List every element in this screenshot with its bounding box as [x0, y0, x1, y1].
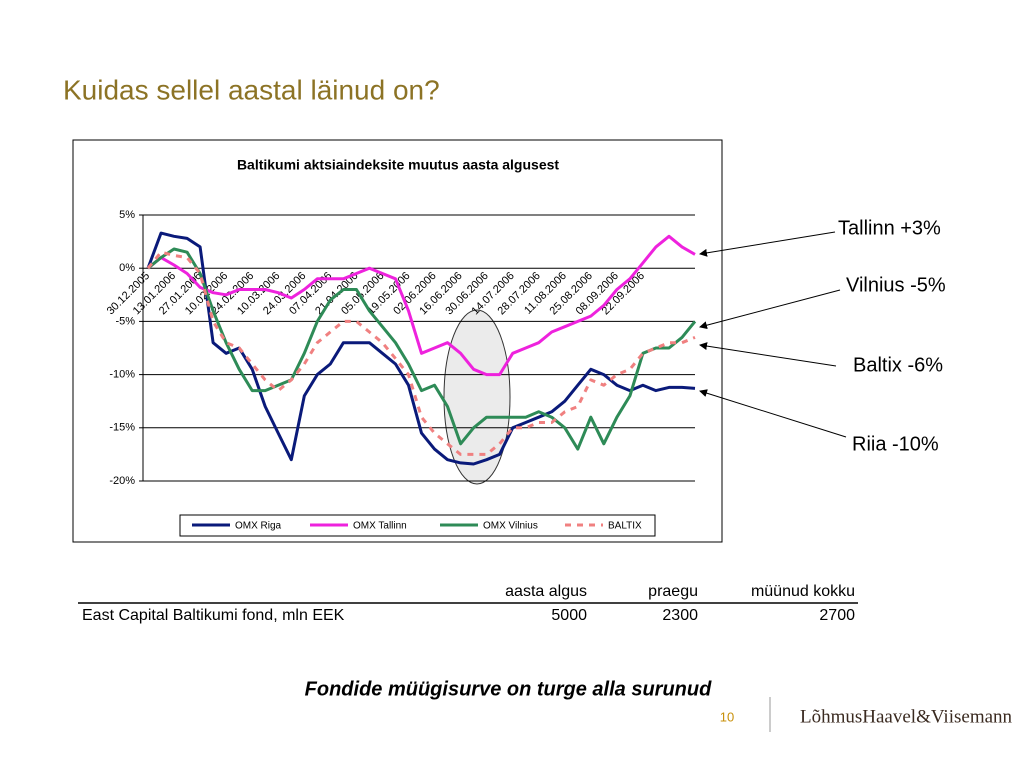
- legend-label: OMX Vilnius: [483, 521, 538, 532]
- y-tick-label: -15%: [109, 422, 135, 434]
- arrow: [699, 389, 847, 438]
- y-tick-label: -5%: [115, 315, 135, 327]
- y-tick-label: -10%: [109, 369, 135, 381]
- arrow: [699, 342, 837, 367]
- series-line: [147, 234, 696, 377]
- annotation: Vilnius -5%: [846, 274, 946, 296]
- table-cell: 5000: [551, 607, 587, 624]
- legend: OMX Riga OMX Tallinn OMX Vilnius BALTIX: [192, 521, 642, 532]
- table: aasta algus praegu müünud kokku East Cap…: [78, 583, 858, 624]
- slide-title: Kuidas sellel aastal läinud on?: [63, 74, 440, 105]
- table-cell: East Capital Baltikumi fond, mln EEK: [82, 607, 345, 624]
- chart-title: Baltikumi aktsiaindeksite muutus aasta a…: [237, 157, 559, 173]
- series-line: [147, 247, 697, 451]
- page-number: 10: [720, 709, 734, 724]
- highlight-ellipse: [443, 309, 511, 485]
- series-line: [146, 250, 696, 456]
- annotations: Tallinn +3% Vilnius -5% Baltix -6% Riia …: [699, 217, 946, 455]
- table-header: aasta algus: [505, 583, 587, 600]
- y-tick-label: 0%: [119, 262, 135, 274]
- arrow: [699, 289, 841, 330]
- legend-box: [179, 514, 656, 537]
- legend-label: BALTIX: [608, 521, 642, 532]
- table-cell: 2700: [819, 607, 855, 624]
- legend-label: OMX Riga: [235, 521, 282, 532]
- table-header: müünud kokku: [751, 583, 855, 600]
- y-tick-label: -20%: [109, 475, 135, 487]
- annotation: Tallinn +3%: [838, 217, 941, 239]
- table-header: praegu: [648, 583, 698, 600]
- annotation: Riia -10%: [852, 433, 939, 455]
- legend-label: OMX Tallinn: [353, 521, 407, 532]
- table-cell: 2300: [662, 607, 698, 624]
- footer-text: Fondide müügisurve on turge alla surunud: [305, 678, 712, 700]
- chart-frame: [72, 139, 723, 543]
- y-tick-label: 5%: [119, 209, 135, 221]
- arrow: [699, 231, 836, 257]
- annotation: Baltix -6%: [853, 354, 943, 376]
- logo: LõhmusHaavel&Viisemann: [800, 706, 1013, 727]
